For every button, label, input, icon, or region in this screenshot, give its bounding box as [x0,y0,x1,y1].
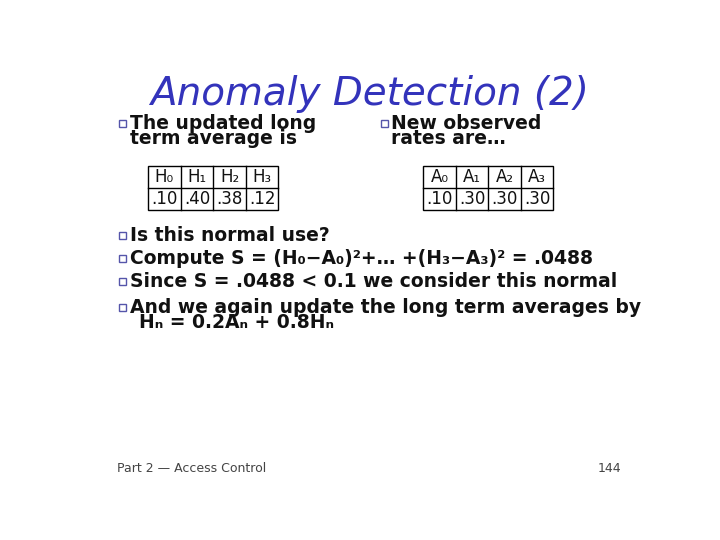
Text: 144: 144 [598,462,621,475]
Text: A₁: A₁ [463,168,481,186]
Text: New observed: New observed [391,114,541,133]
Text: Since S = .0488 < 0.1 we consider this normal: Since S = .0488 < 0.1 we consider this n… [130,273,617,292]
Text: .30: .30 [492,190,518,208]
Text: The updated long: The updated long [130,114,316,133]
Text: And we again update the long term averages by: And we again update the long term averag… [130,298,641,317]
Text: H₂: H₂ [220,168,239,186]
Bar [120,120,127,127]
Text: .12: .12 [249,190,275,208]
Text: .38: .38 [216,190,243,208]
Bar [120,232,127,239]
Text: .30: .30 [459,190,485,208]
Text: .10: .10 [151,190,178,208]
Text: H₁: H₁ [187,168,207,186]
Bar [423,166,554,210]
Text: rates are…: rates are… [391,129,505,148]
Text: H₀: H₀ [155,168,174,186]
Bar [120,304,127,311]
Bar [381,120,387,127]
Text: Part 2 — Access Control: Part 2 — Access Control [117,462,266,475]
Text: A₀: A₀ [431,168,449,186]
Text: Hₙ = 0.2Aₙ + 0.8Hₙ: Hₙ = 0.2Aₙ + 0.8Hₙ [139,313,334,332]
Bar [148,166,279,210]
Text: Is this normal use?: Is this normal use? [130,226,329,245]
Text: A₂: A₂ [495,168,513,186]
Text: term average is: term average is [130,129,297,148]
Text: .10: .10 [426,190,453,208]
Text: A₃: A₃ [528,168,546,186]
Text: .30: .30 [524,190,550,208]
Text: H₃: H₃ [253,168,271,186]
Text: Compute S = (H₀−A₀)²+… +(H₃−A₃)² = .0488: Compute S = (H₀−A₀)²+… +(H₃−A₃)² = .0488 [130,249,593,268]
Bar [120,255,127,262]
Text: Anomaly Detection (2): Anomaly Detection (2) [150,75,588,113]
Bar [120,279,127,286]
Text: .40: .40 [184,190,210,208]
